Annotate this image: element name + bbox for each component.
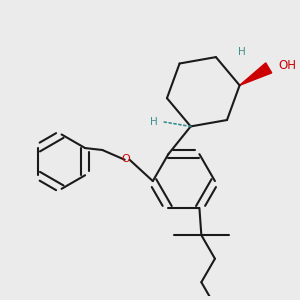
Text: OH: OH: [278, 59, 296, 72]
Text: H: H: [238, 47, 245, 57]
Text: H: H: [150, 117, 158, 127]
Text: O: O: [121, 154, 130, 164]
Polygon shape: [240, 63, 272, 86]
